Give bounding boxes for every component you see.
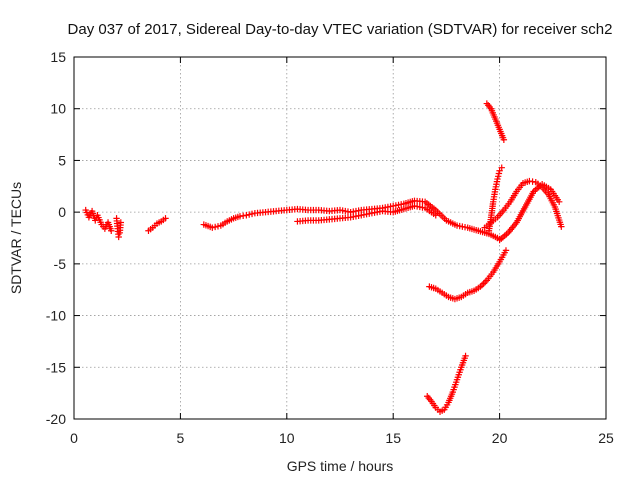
y-tick-label: -10: [46, 308, 66, 324]
data-point: [502, 247, 510, 254]
data-point: [214, 223, 222, 230]
data-point: [495, 170, 503, 177]
data-point: [462, 352, 469, 360]
y-tick-label: -5: [54, 256, 67, 272]
data-point: [432, 212, 439, 219]
y-axis-label: SDTVAR / TECUs: [8, 182, 24, 294]
y-tick-label: 15: [50, 49, 66, 65]
data-point: [162, 215, 169, 222]
y-tick-label: 0: [58, 204, 66, 220]
data-point: [480, 280, 487, 287]
x-axis-label: GPS time / hours: [287, 458, 394, 474]
x-tick-label: 25: [598, 430, 614, 446]
data-point: [211, 223, 219, 231]
data-point: [246, 211, 253, 218]
data-point: [498, 164, 505, 171]
x-tick-label: 5: [177, 430, 185, 446]
data-point: [117, 219, 125, 226]
data-point: [494, 173, 502, 180]
x-tick-label: 20: [492, 430, 508, 446]
x-tick-label: 15: [385, 430, 401, 446]
axis-ticks: 0 5 10 15 20 25 15 10 5 0 -5 -10 -15 -20: [46, 49, 614, 446]
data-point: [500, 136, 508, 143]
y-tick-label: 10: [50, 101, 66, 117]
data-point: [494, 175, 501, 183]
chart-title: Day 037 of 2017, Sidereal Day-to-day VTE…: [68, 21, 613, 38]
data-point: [108, 227, 115, 234]
data-point: [115, 233, 122, 241]
x-tick-label: 10: [279, 430, 295, 446]
data-point: [209, 224, 216, 231]
y-tick-label: -20: [46, 411, 66, 427]
y-tick-label: -15: [46, 359, 66, 375]
data-point: [558, 223, 565, 230]
data-point: [248, 210, 256, 218]
data-point: [243, 212, 250, 219]
x-tick-label: 0: [70, 430, 78, 446]
y-tick-label: 5: [58, 152, 66, 168]
data-point: [478, 281, 486, 289]
grid-lines: [74, 57, 606, 419]
data-point: [482, 278, 489, 286]
data-point: [555, 198, 563, 205]
data-points: [82, 100, 565, 415]
plot-frame: [73, 56, 607, 420]
